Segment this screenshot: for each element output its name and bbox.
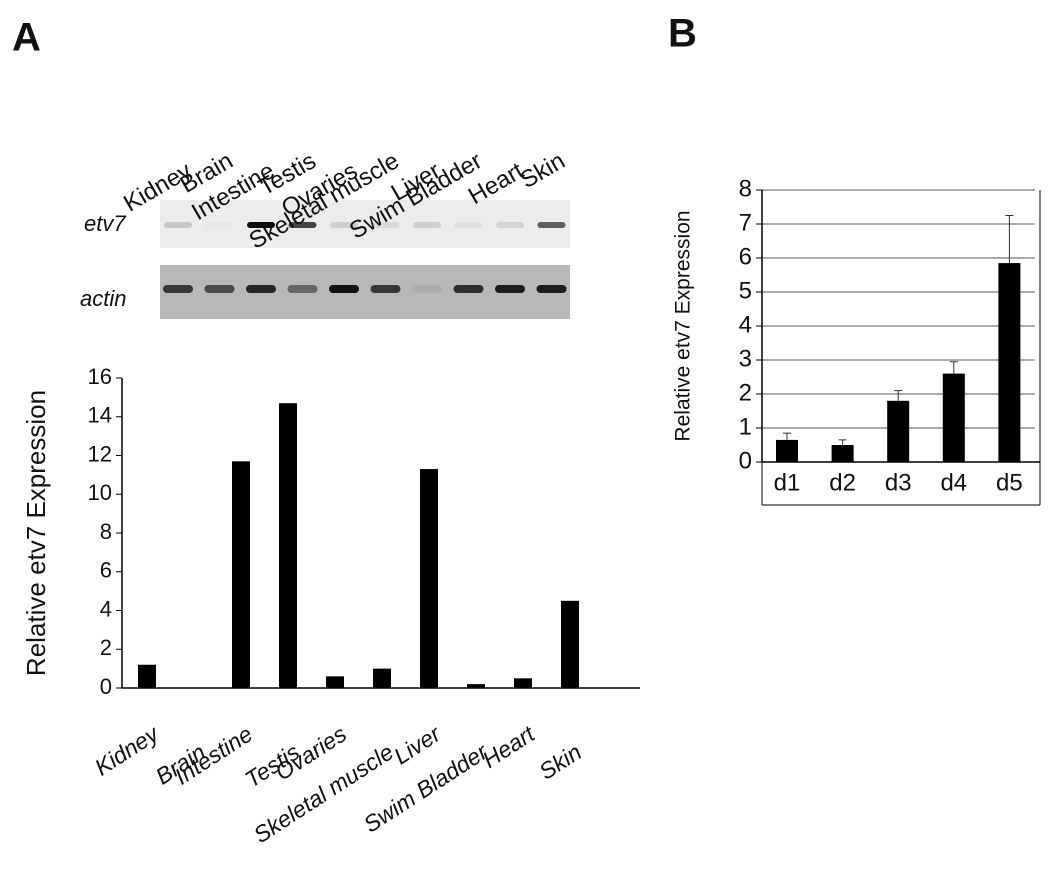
x-tick-label: Liver bbox=[389, 720, 446, 770]
y-tick-label: 0 bbox=[739, 447, 752, 474]
gel-band bbox=[454, 222, 483, 228]
bar bbox=[831, 445, 854, 462]
gel-band bbox=[413, 222, 441, 228]
x-tick-label: Skin bbox=[534, 738, 586, 784]
y-tick-label: 4 bbox=[100, 596, 112, 621]
y-axis-label: Relative etv7 Expression bbox=[672, 210, 695, 441]
gel-band bbox=[536, 285, 567, 293]
y-tick-label: 8 bbox=[739, 175, 752, 202]
bar bbox=[326, 676, 344, 688]
gel-band bbox=[206, 222, 234, 228]
gel-band bbox=[330, 222, 358, 228]
panel-label: A bbox=[12, 16, 41, 60]
error-bar bbox=[783, 432, 791, 440]
gel-band bbox=[496, 222, 524, 228]
bar bbox=[998, 263, 1021, 462]
lane-label: Skin bbox=[516, 147, 570, 194]
bar bbox=[467, 684, 485, 688]
x-tick-label: Heart bbox=[478, 720, 541, 773]
y-tick-label: 6 bbox=[739, 243, 752, 270]
gel-row-label: actin bbox=[80, 286, 126, 311]
gel-band bbox=[329, 285, 359, 293]
gel-band bbox=[164, 222, 192, 228]
gel-band bbox=[163, 285, 193, 293]
y-axis-label: Relative etv7 Expression bbox=[21, 390, 51, 676]
gel-band bbox=[537, 222, 566, 228]
bar bbox=[887, 400, 910, 462]
gel-band bbox=[412, 285, 442, 293]
gel-band bbox=[371, 222, 400, 228]
x-tick-label: d2 bbox=[829, 469, 856, 496]
bar bbox=[776, 439, 798, 462]
x-tick-label: d5 bbox=[996, 469, 1023, 496]
error-bar bbox=[949, 361, 958, 374]
y-tick-label: 5 bbox=[739, 277, 752, 304]
bar bbox=[514, 678, 532, 688]
y-tick-label: 0 bbox=[100, 674, 112, 699]
bar bbox=[138, 664, 156, 688]
gel-row-label: etv7 bbox=[84, 211, 126, 236]
y-tick-label: 2 bbox=[739, 379, 752, 406]
gel-band bbox=[370, 285, 401, 293]
bar bbox=[942, 373, 965, 462]
error-bar bbox=[1005, 215, 1014, 264]
gel-band bbox=[246, 285, 276, 293]
gel-band bbox=[288, 222, 317, 228]
y-tick-label: 12 bbox=[88, 441, 112, 466]
x-tick-label: d1 bbox=[774, 469, 801, 496]
bar bbox=[232, 461, 250, 688]
y-tick-label: 10 bbox=[88, 480, 112, 505]
panel-label: B bbox=[668, 12, 697, 56]
bar bbox=[279, 403, 297, 688]
error-bar bbox=[894, 390, 903, 401]
error-bar bbox=[838, 439, 847, 445]
y-tick-label: 8 bbox=[100, 519, 112, 544]
y-tick-label: 2 bbox=[100, 635, 112, 660]
bar bbox=[373, 668, 391, 688]
y-tick-label: 6 bbox=[100, 558, 112, 583]
gel-band bbox=[247, 222, 275, 228]
y-tick-label: 1 bbox=[739, 413, 752, 440]
bar bbox=[561, 600, 579, 688]
y-tick-label: 16 bbox=[88, 364, 112, 389]
gel-band bbox=[495, 285, 525, 293]
y-tick-label: 3 bbox=[739, 345, 752, 372]
gel-strip bbox=[160, 200, 570, 248]
y-tick-label: 4 bbox=[739, 311, 752, 338]
gel-band bbox=[453, 285, 484, 293]
gel-band bbox=[204, 285, 235, 293]
x-tick-label: d3 bbox=[885, 469, 912, 496]
x-tick-label: d4 bbox=[940, 469, 967, 496]
y-tick-label: 14 bbox=[88, 403, 112, 428]
bar bbox=[420, 469, 438, 688]
gel-band bbox=[287, 285, 318, 293]
y-tick-label: 7 bbox=[739, 209, 752, 236]
